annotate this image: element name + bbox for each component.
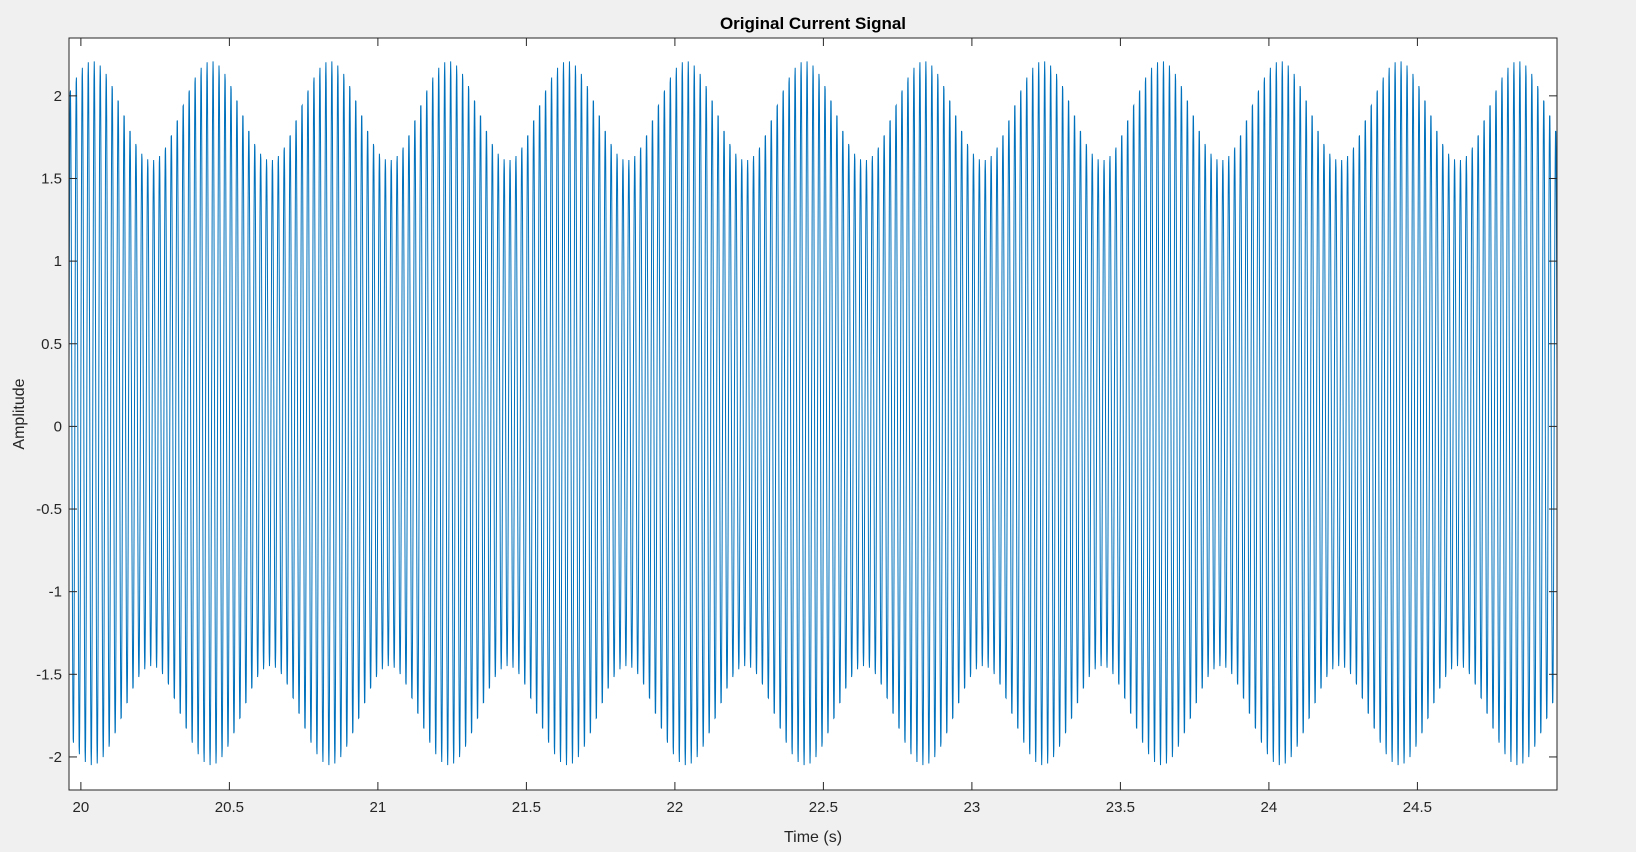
chart-title: Original Current Signal [720, 14, 906, 33]
y-tick-label-2: 1 [54, 253, 62, 270]
y-axis-label: Amplitude [11, 378, 28, 449]
plot-area [69, 61, 1557, 766]
x-axis-label: Time (s) [784, 829, 842, 846]
x-tick-label-0: 20 [73, 799, 90, 816]
y-tick-label-0: 2 [54, 88, 62, 105]
x-tick-label-2: 21 [370, 799, 387, 816]
x-tick-label-7: 23.5 [1106, 799, 1135, 816]
y-tick-label-6: -1 [49, 584, 62, 601]
y-tick-label-4: 0 [54, 418, 62, 435]
y-tick-label-8: -2 [49, 749, 62, 766]
y-tick-label-3: 0.5 [41, 336, 62, 353]
x-tick-label-3: 21.5 [512, 799, 541, 816]
x-tick-label-4: 22 [667, 799, 684, 816]
ticks: 20 20.5 21 21.5 22 22.5 23 23.5 24 24.521.510.50-… [36, 38, 1557, 816]
x-tick-label-5: 22.5 [809, 799, 838, 816]
x-tick-label-6: 23 [964, 799, 981, 816]
y-tick-label-7: -1.5 [36, 666, 62, 683]
x-tick-label-8: 24 [1261, 799, 1278, 816]
series-line-0 [69, 61, 1557, 766]
axes-box [68, 37, 1558, 791]
y-tick-label-1: 1.5 [41, 170, 62, 187]
x-tick-label-9: 24.5 [1403, 799, 1432, 816]
y-tick-label-5: -0.5 [36, 501, 62, 518]
x-tick-label-1: 20.5 [215, 799, 244, 816]
